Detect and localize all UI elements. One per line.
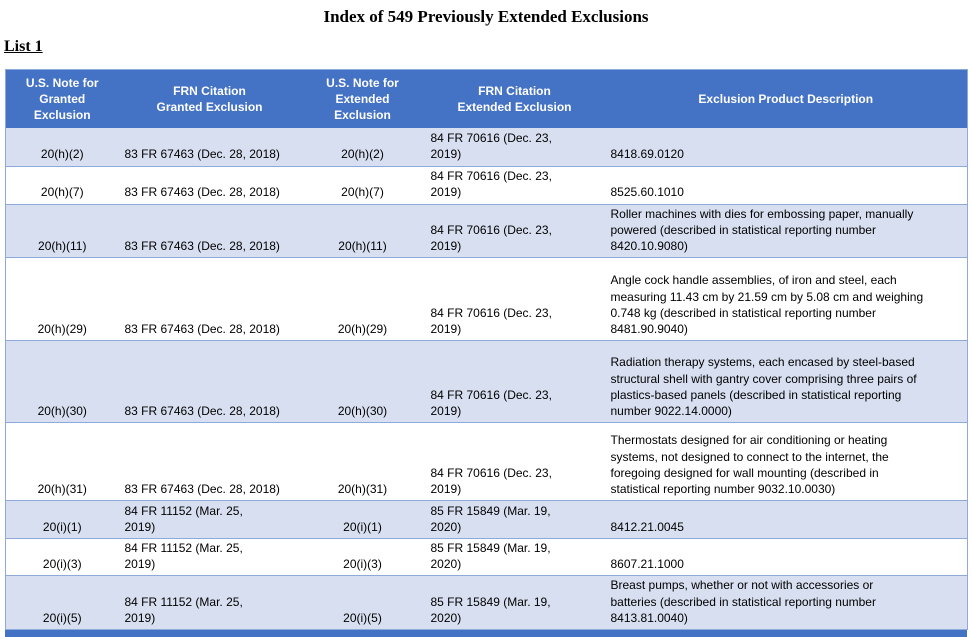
cell-product-description: Roller machines with dies for embossing … <box>604 204 968 259</box>
cell-us-note-extended: 20(h)(29) <box>300 257 425 342</box>
cell-product-description: Radiation therapy systems, each encased … <box>604 340 968 424</box>
cell-frn-citation-extended: 84 FR 70616 (Dec. 23, 2019) <box>424 340 605 424</box>
cell-product-description: 8525.60.1010 <box>604 166 968 205</box>
column-header-us-note-granted: U.S. Note for Granted Exclusion <box>5 69 119 128</box>
cell-product-description: 8418.69.0120 <box>604 128 968 167</box>
column-header-us-note-extended: U.S. Note for Extended Exclusion <box>300 69 425 128</box>
cell-us-note-extended: 20(i)(1) <box>300 500 425 540</box>
table-row: 20(h)(11) 83 FR 67463 (Dec. 28, 2018) 20… <box>5 204 968 259</box>
cell-frn-citation-extended: 84 FR 70616 (Dec. 23, 2019) <box>424 204 605 259</box>
table-row: 20(i)(3) 84 FR 11152 (Mar. 25, 2019) 20(… <box>5 538 968 577</box>
cell-frn-citation-granted: 84 FR 11152 (Mar. 25, 2019) <box>118 500 301 540</box>
table-row: 20(h)(30) 83 FR 67463 (Dec. 28, 2018) 20… <box>5 340 968 424</box>
cell-frn-citation-extended: 85 FR 15849 (Mar. 19, 2020) <box>424 500 605 540</box>
table-row: 20(h)(7) 83 FR 67463 (Dec. 28, 2018) 20(… <box>5 166 968 205</box>
exclusions-table-container: U.S. Note for Granted Exclusion FRN Cita… <box>5 69 968 637</box>
cell-us-note-extended: 20(h)(2) <box>300 128 425 167</box>
table-row: 20(i)(1) 84 FR 11152 (Mar. 25, 2019) 20(… <box>5 500 968 540</box>
column-header-frn-citation-granted: FRN Citation Granted Exclusion <box>118 69 301 128</box>
column-header-frn-citation-extended: FRN Citation Extended Exclusion <box>424 69 605 128</box>
cell-frn-citation-granted: 83 FR 67463 (Dec. 28, 2018) <box>118 128 301 167</box>
cell-product-description: 8412.21.0045 <box>604 500 968 540</box>
cell-frn-citation-extended: 85 FR 15849 (Mar. 19, 2020) <box>424 575 605 630</box>
column-header-product-description: Exclusion Product Description <box>604 69 968 128</box>
cell-product-description: 8607.21.1000 <box>604 538 968 577</box>
cell-us-note-granted: 20(i)(1) <box>5 500 119 540</box>
cell-us-note-granted: 20(h)(29) <box>5 257 119 342</box>
cell-us-note-granted: 20(h)(31) <box>5 422 119 502</box>
cell-us-note-extended: 20(h)(7) <box>300 166 425 205</box>
cell-frn-citation-extended: 84 FR 70616 (Dec. 23, 2019) <box>424 422 605 502</box>
cell-frn-citation-granted: 83 FR 67463 (Dec. 28, 2018) <box>118 340 301 424</box>
table-header-row: U.S. Note for Granted Exclusion FRN Cita… <box>5 69 968 128</box>
cell-frn-citation-granted: 84 FR 11152 (Mar. 25, 2019) <box>118 538 301 577</box>
cell-product-description: Breast pumps, whether or not with access… <box>604 575 968 630</box>
cell-frn-citation-granted: 83 FR 67463 (Dec. 28, 2018) <box>118 257 301 342</box>
cell-us-note-extended: 20(i)(5) <box>300 575 425 630</box>
cell-us-note-granted: 20(h)(30) <box>5 340 119 424</box>
cell-us-note-granted: 20(i)(5) <box>5 575 119 630</box>
cell-us-note-extended: 20(i)(3) <box>300 538 425 577</box>
cell-us-note-granted: 20(h)(2) <box>5 128 119 167</box>
cell-us-note-extended: 20(h)(30) <box>300 340 425 424</box>
cell-frn-citation-granted: 83 FR 67463 (Dec. 28, 2018) <box>118 166 301 205</box>
cell-frn-citation-extended: 85 FR 15849 (Mar. 19, 2020) <box>424 538 605 577</box>
page-title: Index of 549 Previously Extended Exclusi… <box>323 7 649 26</box>
cell-us-note-granted: 20(h)(7) <box>5 166 119 205</box>
table-row: 20(h)(2) 83 FR 67463 (Dec. 28, 2018) 20(… <box>5 128 968 167</box>
cell-frn-citation-extended: 84 FR 70616 (Dec. 23, 2019) <box>424 128 605 167</box>
cell-us-note-granted: 20(i)(3) <box>5 538 119 577</box>
table-header: U.S. Note for Granted Exclusion FRN Cita… <box>5 69 968 128</box>
cell-frn-citation-extended: 84 FR 70616 (Dec. 23, 2019) <box>424 166 605 205</box>
cell-product-description: Thermostats designed for air conditionin… <box>604 422 968 502</box>
cell-us-note-extended: 20(h)(31) <box>300 422 425 502</box>
cell-us-note-granted: 20(h)(11) <box>5 204 119 259</box>
cell-frn-citation-granted: 84 FR 11152 (Mar. 25, 2019) <box>118 575 301 630</box>
table-row: 20(i)(5) 84 FR 11152 (Mar. 25, 2019) 20(… <box>5 575 968 630</box>
exclusions-table: U.S. Note for Granted Exclusion FRN Cita… <box>5 69 968 630</box>
list-heading: List 1 <box>4 38 43 55</box>
cell-product-description: Angle cock handle assemblies, of iron an… <box>604 257 968 342</box>
cell-frn-citation-granted: 83 FR 67463 (Dec. 28, 2018) <box>118 204 301 259</box>
cell-frn-citation-granted: 83 FR 67463 (Dec. 28, 2018) <box>118 422 301 502</box>
next-table-header-partial <box>5 630 967 637</box>
table-row: 20(h)(29) 83 FR 67463 (Dec. 28, 2018) 20… <box>5 257 968 342</box>
cell-us-note-extended: 20(h)(11) <box>300 204 425 259</box>
cell-frn-citation-extended: 84 FR 70616 (Dec. 23, 2019) <box>424 257 605 342</box>
table-body: 20(h)(2) 83 FR 67463 (Dec. 28, 2018) 20(… <box>5 128 968 630</box>
table-row: 20(h)(31) 83 FR 67463 (Dec. 28, 2018) 20… <box>5 422 968 502</box>
